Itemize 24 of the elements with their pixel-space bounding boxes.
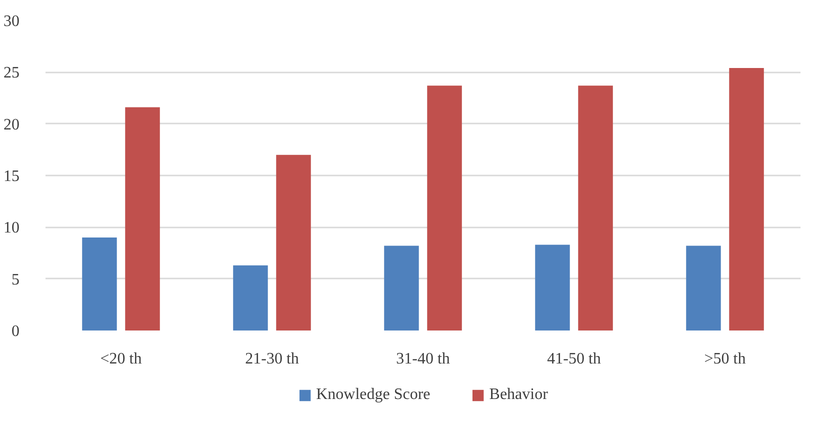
bar <box>233 265 268 330</box>
y-tick-label: 10 <box>4 220 20 237</box>
x-tick-label: <20 th <box>100 350 142 368</box>
bar <box>686 246 721 330</box>
x-tick-label: 21-30 th <box>245 350 299 368</box>
x-tick-label: 31-40 th <box>396 350 450 368</box>
bar <box>535 244 570 330</box>
y-tick-label: 15 <box>4 168 20 185</box>
bar <box>578 86 613 330</box>
y-tick-label: 25 <box>4 64 20 82</box>
y-tick-label: 20 <box>4 116 20 134</box>
x-tick-label: >50 th <box>704 350 746 368</box>
bar <box>384 246 419 330</box>
bar <box>729 68 764 330</box>
legend-label: Behavior <box>489 386 548 404</box>
y-tick-label: 30 <box>4 13 20 30</box>
bar <box>276 154 311 330</box>
x-tick-label: 41-50 th <box>547 350 601 368</box>
legend-label: Knowledge Score <box>316 386 430 404</box>
bar <box>82 238 117 330</box>
bar <box>125 107 160 330</box>
y-tick-label: 5 <box>12 271 20 288</box>
bar <box>427 86 462 330</box>
y-tick-label: 0 <box>12 323 20 340</box>
